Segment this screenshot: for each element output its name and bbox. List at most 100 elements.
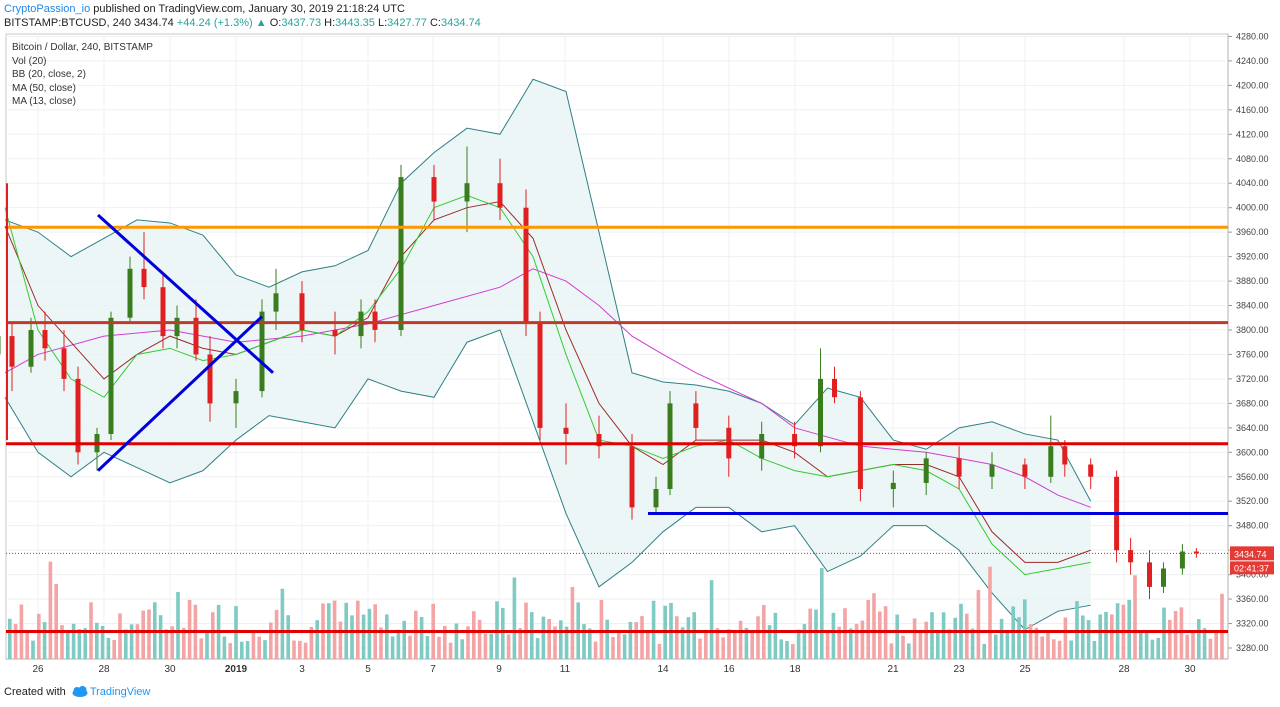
volume-bar (54, 584, 58, 659)
volume-bar (889, 643, 894, 659)
legend-ma50[interactable]: MA (50, close) (12, 82, 76, 94)
price-tag-box (1230, 546, 1274, 561)
candle-bull (989, 464, 995, 477)
volume-bar (1191, 630, 1195, 659)
volume-bar (1046, 631, 1050, 659)
candle-bear (497, 183, 503, 208)
price-tag-label: 3434.74 (1234, 549, 1267, 559)
tradingview-brand[interactable]: TradingView (89, 686, 151, 698)
volume-bar (878, 611, 882, 659)
countdown-tag-box (1230, 561, 1274, 575)
x-tick-label: 28 (98, 664, 110, 675)
legend-bollinger[interactable]: BB (20, close, 2) (12, 69, 86, 80)
candle-bear (332, 330, 338, 337)
high-label: H: (324, 17, 336, 29)
volume-bar (785, 641, 789, 659)
legend-symbol[interactable]: Bitcoin / Dollar, 240, BITSTAMP (12, 42, 153, 53)
volume-bar (901, 635, 905, 659)
y-tick-label: 4120.00 (1236, 129, 1269, 139)
volume-bar (727, 629, 731, 659)
candle-bull (1048, 446, 1054, 477)
volume-bar (704, 632, 708, 659)
volume-bar (1086, 620, 1091, 659)
volume-bar (535, 638, 540, 659)
volume-bar (1104, 611, 1108, 659)
volume-bar (1069, 640, 1073, 659)
volume-bar (100, 625, 105, 659)
volume-bar (25, 631, 29, 659)
x-tick-label: 18 (789, 664, 801, 675)
y-tick-label: 3320.00 (1236, 619, 1269, 629)
candle-bull (233, 391, 239, 404)
x-tick-label: 28 (1118, 664, 1130, 675)
volume-bar (350, 615, 354, 659)
candle-bull (667, 403, 673, 489)
candle-bull (1161, 568, 1166, 587)
volume-bar (657, 643, 662, 659)
candle-bear (693, 403, 699, 428)
symbol-label: BITSTAMP:BTCUSD, 240 (4, 17, 131, 29)
volume-bar (849, 628, 853, 659)
volume-bar (141, 610, 145, 659)
volume-bar (1034, 627, 1039, 659)
volume-bar (970, 628, 975, 659)
volume-bar (953, 617, 957, 659)
volume-bar (982, 643, 986, 659)
volume-bar (831, 612, 836, 659)
candle-bear (563, 427, 569, 434)
volume-bar (872, 593, 876, 659)
author-link[interactable]: CryptoPassion_io (4, 3, 91, 15)
volume-bar (947, 629, 952, 659)
candle-bear (629, 446, 635, 508)
volume-bar (680, 627, 685, 659)
volume-bar (640, 616, 644, 659)
volume-bar (118, 613, 122, 659)
candle-bull (1179, 551, 1185, 569)
candle-bear (299, 293, 305, 330)
candle-bear (1088, 464, 1094, 477)
volume-bar (628, 621, 633, 659)
volume-bar (843, 608, 847, 659)
candle-bear (537, 323, 543, 428)
publish-line: CryptoPassion_io published on TradingVie… (4, 3, 405, 15)
y-tick-label: 3920.00 (1236, 252, 1269, 262)
candle-bull (259, 311, 265, 392)
volume-bar (460, 639, 464, 659)
volume-bar (530, 612, 534, 659)
volume-bar (1098, 614, 1102, 659)
volume-bar (936, 630, 940, 659)
high-value: 3443.35 (335, 17, 375, 29)
volume-bar (588, 628, 592, 659)
volume-bar (298, 640, 302, 659)
candle-bear (792, 434, 798, 447)
volume-bar (454, 623, 459, 659)
x-tick-label: 23 (953, 664, 965, 675)
legend-ma13[interactable]: MA (13, close) (12, 96, 76, 107)
x-tick-label: 2019 (225, 664, 248, 675)
volume-bar (912, 618, 917, 659)
indicator-legend: Bitcoin / Dollar, 240, BITSTAMP Vol (20)… (12, 41, 153, 109)
y-tick-label: 4240.00 (1236, 56, 1269, 66)
volume-bar (240, 641, 244, 659)
candle-bear (160, 287, 166, 337)
volume-bar (733, 629, 737, 659)
candle-bear (9, 336, 15, 367)
volume-bar (999, 618, 1004, 659)
candle-bear (193, 317, 199, 355)
volume-bar (820, 568, 824, 659)
candle-bull (653, 489, 659, 508)
volume-bar (512, 577, 517, 659)
volume-bar (379, 627, 383, 659)
volume-bar (135, 624, 140, 659)
legend-volume[interactable]: Vol (20) (12, 55, 47, 67)
volume-bar (315, 620, 319, 659)
volume-bar (408, 635, 412, 659)
volume-bar (13, 624, 18, 659)
volume-bar (802, 624, 807, 659)
volume-bar (518, 628, 522, 659)
candle-bear (832, 378, 837, 398)
volume-bar (651, 600, 656, 659)
volume-bar (396, 629, 401, 659)
volume-bar (466, 626, 470, 659)
